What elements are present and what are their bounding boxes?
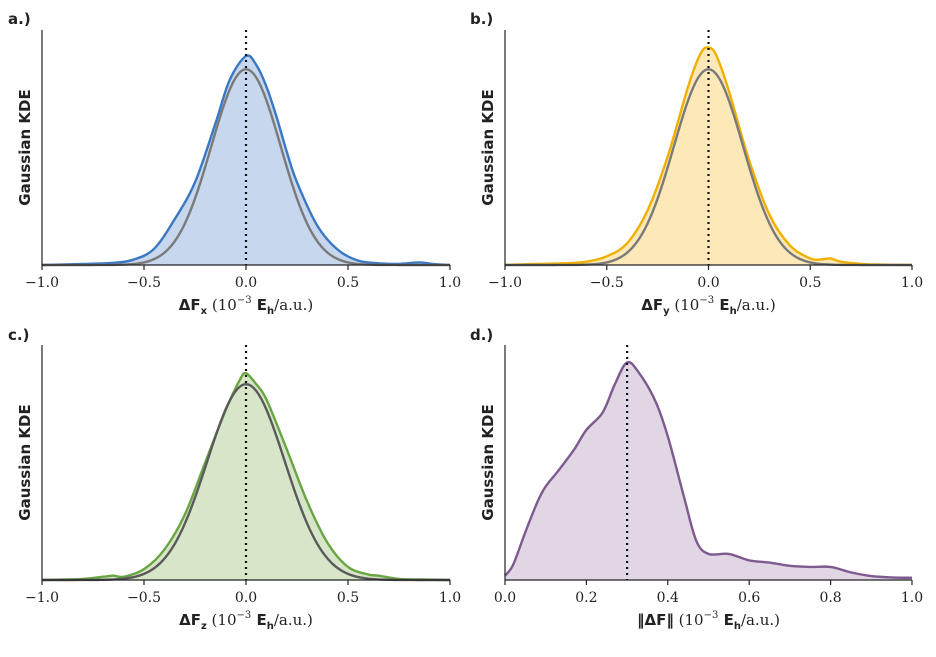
xlabel-part: y (663, 306, 670, 317)
xlabel-part: E (252, 296, 267, 314)
x-tick-label: 1.0 (901, 275, 923, 291)
x-axis-label: ΔFz (10−3 Eh/a.u.) (179, 610, 313, 632)
xlabel-part: E (714, 296, 729, 314)
x-tick-label: 1.0 (439, 590, 461, 606)
xlabel-part: ΔF (641, 296, 663, 314)
x-tick-label: 0.2 (575, 590, 597, 606)
xlabel-part: (10 (207, 296, 237, 314)
xlabel-part: −3 (237, 610, 252, 621)
x-tick-label: 0.8 (819, 590, 841, 606)
xlabel-part: −3 (237, 295, 252, 306)
kde-series-line (41, 54, 451, 267)
xlabel-part: −3 (699, 295, 714, 306)
xlabel-part: h (267, 306, 274, 317)
xlabel-part: ‖ΔF‖ (637, 611, 674, 630)
x-tick-label: 0.0 (235, 590, 257, 606)
panel-c: c.) Gaussian KDE −1.0 −0.5 0.0 0.5 1.0 ΔFz (10−… (8, 326, 461, 632)
panel-label: a.) (8, 10, 31, 28)
kde-series-line (504, 360, 913, 580)
panel-d: d.) Gaussian KDE 0.0 0.2 0.4 0.6 0.8 1.0 ‖ΔF‖ (1… (470, 326, 923, 632)
panel-label: c.) (8, 326, 29, 344)
y-axis-label: Gaussian KDE (479, 404, 497, 520)
xlabel-part: ΔF (179, 296, 201, 314)
xlabel-part: (10 (674, 611, 704, 629)
x-tick-label: 0.0 (494, 590, 516, 606)
xlabel-part: (10 (670, 296, 700, 314)
kde-fill-area (42, 373, 450, 580)
x-tick-label: 1.0 (439, 275, 461, 291)
xlabel-part: x (201, 306, 208, 317)
x-tick-label: −0.5 (127, 275, 161, 291)
xlabel-part: (10 (207, 611, 237, 629)
x-tick-label: −1.0 (488, 275, 522, 291)
xlabel-part: −3 (704, 610, 719, 621)
panel-b: b.) Gaussian KDE −1.0 −0.5 0.0 0.5 1.0 ΔFy (10−… (470, 10, 923, 317)
xlabel-part: E (251, 611, 266, 629)
x-tick-label: 0.6 (738, 590, 760, 606)
y-axis-label: Gaussian KDE (16, 404, 34, 520)
kde-fill-area (505, 362, 912, 580)
x-axis-label: ΔFx (10−3 Eh/a.u.) (179, 295, 313, 317)
x-tick-label: −1.0 (25, 590, 59, 606)
xlabel-part: /a.u.) (274, 296, 313, 314)
x-tick-label: 0.0 (235, 275, 257, 291)
x-tick-label: −0.5 (127, 590, 161, 606)
xlabel-part: h (730, 306, 737, 317)
y-axis-label: Gaussian KDE (479, 89, 497, 205)
xlabel-part: ΔF (179, 611, 201, 629)
x-tick-label: −0.5 (590, 275, 624, 291)
panel-label: d.) (470, 326, 493, 344)
xlabel-part: /a.u.) (274, 611, 313, 629)
panel-a: a.) Gaussian KDE −1.0 −0.5 0.0 0.5 1.0 ΔFx (10−… (8, 10, 461, 317)
xlabel-part: /a.u.) (737, 296, 776, 314)
xlabel-part: E (718, 611, 733, 629)
x-tick-label: 0.5 (799, 275, 821, 291)
kde-fill-area (42, 55, 450, 265)
x-tick-label: −1.0 (25, 275, 59, 291)
xlabel-part: h (267, 621, 274, 632)
x-axis-label: ‖ΔF‖ (10−3 Eh/a.u.) (637, 610, 780, 632)
kde-series-line (41, 371, 451, 582)
x-tick-label: 0.5 (337, 275, 359, 291)
x-tick-label: 0.0 (697, 275, 719, 291)
x-tick-label: 0.4 (657, 590, 679, 606)
x-axis-label: ΔFy (10−3 Eh/a.u.) (641, 295, 776, 317)
x-tick-label: 1.0 (901, 590, 923, 606)
xlabel-part: /a.u.) (741, 611, 780, 629)
kde-series-line (504, 46, 913, 267)
panel-label: b.) (470, 10, 493, 28)
xlabel-part: h (734, 621, 741, 632)
y-axis-label: Gaussian KDE (16, 89, 34, 205)
x-tick-label: 0.5 (337, 590, 359, 606)
xlabel-part: z (201, 621, 207, 632)
